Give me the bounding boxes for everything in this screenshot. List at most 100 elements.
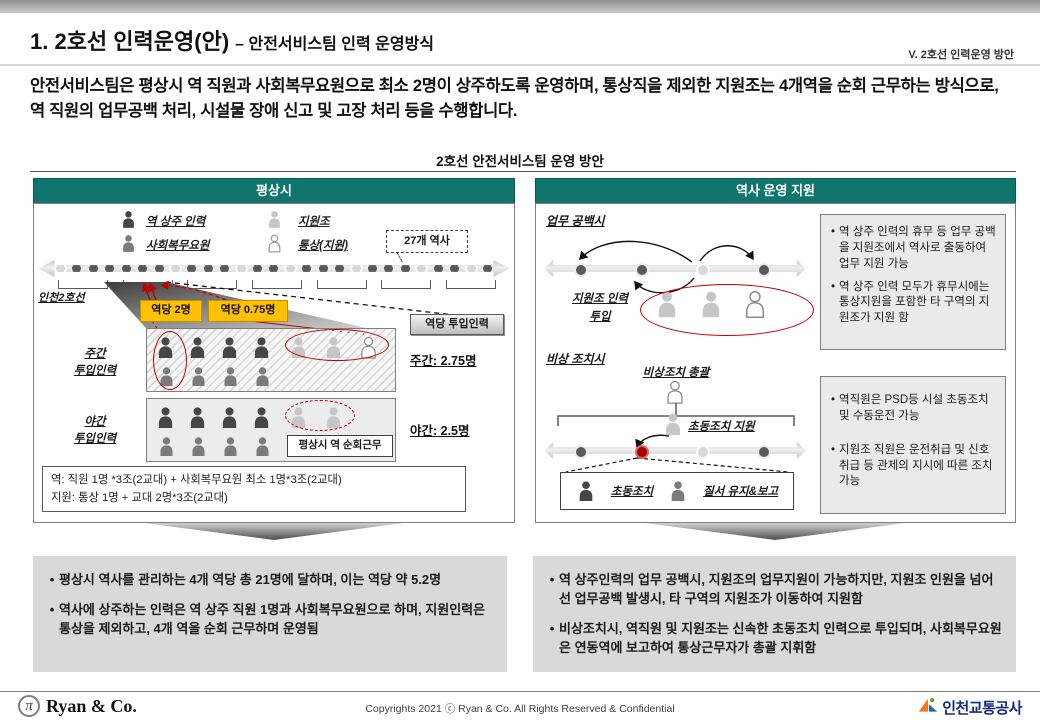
response-roles-box: 초동조치 질서 유지&보고 bbox=[560, 472, 794, 510]
station-dot bbox=[70, 262, 84, 275]
bullet: • bbox=[49, 572, 55, 587]
night-social-icons bbox=[157, 436, 272, 457]
station-dot bbox=[696, 445, 710, 459]
station-group-bracket bbox=[187, 280, 238, 289]
person-icon bbox=[224, 437, 237, 456]
person-gray-icon bbox=[120, 234, 137, 253]
person-icon bbox=[190, 407, 205, 428]
station-dot bbox=[635, 263, 649, 277]
station-dot bbox=[448, 262, 462, 275]
station-dot bbox=[349, 262, 363, 275]
station-dot bbox=[382, 262, 396, 275]
day-label-line1: 주간 bbox=[84, 348, 106, 360]
page-title: 1. 2호선 인력운영(안) – 안전서비스팀 인력 운영방식 bbox=[30, 24, 770, 56]
company-name: Ryan & Co. bbox=[46, 695, 137, 716]
per-station-chip: 역당 투입인력 bbox=[410, 314, 504, 335]
station-dot bbox=[757, 263, 771, 277]
copyright-text: Copyrights 2021 ⓒ Ryan & Co. All Rights … bbox=[365, 703, 675, 715]
station-dot bbox=[635, 445, 649, 459]
first-response-icon bbox=[576, 480, 596, 502]
gap-support-ellipse bbox=[640, 284, 814, 336]
night-resident-icons bbox=[155, 406, 272, 429]
station-group-brackets bbox=[58, 280, 496, 289]
emergency-note-text: 지원조 직원은 운전취급 및 신호취급 등 관제의 지시에 따른 조치 가능 bbox=[839, 443, 993, 488]
emergency-dots bbox=[574, 445, 771, 459]
bullet: • bbox=[830, 394, 836, 406]
person-icon bbox=[123, 235, 134, 252]
station-dot bbox=[251, 262, 265, 275]
person-icon bbox=[671, 481, 685, 501]
station-count-callout: 27개 역사 bbox=[386, 230, 468, 253]
pi-logo-icon: π bbox=[18, 695, 40, 717]
incheon-logo-icon bbox=[919, 697, 938, 712]
support-summary-box: • 역 상주인력의 업무 공백시, 지원조의 업무지원이 가능하지만, 지원조 인… bbox=[533, 556, 1016, 672]
bullet: • bbox=[830, 280, 836, 293]
formula-line-2: 지원: 통상 1명 + 교대 2명*3조(2교대) bbox=[51, 491, 228, 504]
legend-resident-staff: 역 상주 인력 bbox=[146, 216, 206, 228]
night-total: 야간: 2.5명 bbox=[410, 424, 470, 438]
bullet: • bbox=[830, 443, 836, 456]
page-title-sub: – 안전서비스팀 인력 운영방식 bbox=[235, 36, 435, 53]
summary-text: 비상조치시, 역직원 및 지원조는 신속한 초동조치 인력으로 투입되며, 사회… bbox=[559, 620, 1002, 655]
station-dot bbox=[464, 262, 478, 275]
support-panel-body: 업무 공백시 지원조 인력 투입 • 역 상주 인력의 휴무 등 업무 공백을 지… bbox=[535, 203, 1016, 523]
station-dot bbox=[431, 262, 445, 275]
gap-note: • 역 상주 인력 모두가 휴무시에는 통상지원을 포함한 타 구역의 지원조가 … bbox=[827, 280, 997, 328]
agency-name: 인천교통공사 bbox=[942, 699, 1022, 717]
station-dot bbox=[300, 262, 314, 275]
footer-divider bbox=[0, 691, 1040, 692]
station-dot bbox=[574, 445, 588, 459]
person-icon bbox=[192, 437, 205, 456]
summary-text: 역사에 상주하는 인력은 역 상주 직원 1명과 사회복무요원으로 하며, 지원… bbox=[59, 601, 486, 636]
normal-panel-body: 역 상주 인력 사회복무요원 지원조 통상(지원) 27개 역사 인천2호선 bbox=[33, 203, 515, 523]
night-staff-box: 평상시 역 순회근무 bbox=[146, 398, 396, 462]
person-icon bbox=[192, 367, 205, 386]
station-dot bbox=[757, 445, 771, 459]
person-icon bbox=[222, 337, 237, 358]
per-station-075-badge: 역당 0.75명 bbox=[208, 300, 288, 322]
per-station-2-badge: 역당 2명 bbox=[140, 300, 202, 322]
summary-bullet: • 평상시 역사를 관리하는 4개 역당 총 21명에 달하며, 이는 역당 약 … bbox=[45, 571, 493, 590]
incheon-transit-logo: 인천교통공사 bbox=[913, 694, 1026, 720]
emergency-note: • 역직원은 PSD등 시설 초동조치 및 수동운전 가능 bbox=[827, 393, 997, 425]
gap-note-text: 역 상주 인력의 휴무 등 업무 공백을 지원조에서 역사로 출동하여 업무 지… bbox=[839, 226, 996, 270]
summary-text: 평상시 역사를 관리하는 4개 역당 총 21명에 달하며, 이는 역당 약 5… bbox=[59, 572, 442, 587]
station-dot bbox=[696, 263, 710, 277]
normal-panel-header: 평상시 bbox=[33, 178, 515, 204]
station-dot bbox=[574, 263, 588, 277]
person-icon bbox=[256, 437, 269, 456]
emergency-lead-icon bbox=[664, 380, 686, 404]
gap-section-title: 업무 공백시 bbox=[546, 214, 605, 228]
station-dot bbox=[366, 262, 380, 275]
person-icon bbox=[579, 481, 593, 501]
station-group-bracket bbox=[122, 280, 173, 289]
top-strip bbox=[0, 0, 1040, 13]
person-icon bbox=[269, 211, 280, 228]
emergency-note-text: 역직원은 PSD등 시설 초동조치 및 수동운전 가능 bbox=[839, 394, 989, 422]
gap-deploy-line2: 투입 bbox=[589, 311, 611, 324]
station-dot bbox=[234, 262, 248, 275]
staffing-formula-box: 역: 직원 1명 *3조(2교대) + 사회복무요원 최소 1명*3조(2교대)… bbox=[42, 466, 466, 512]
station-group-bracket bbox=[381, 280, 432, 289]
station-dot bbox=[398, 262, 412, 275]
emergency-notes-box: • 역직원은 PSD등 시설 초동조치 및 수동운전 가능 • 지원조 직원은 운전… bbox=[820, 376, 1006, 514]
legend-normal-support: 통상(지원) bbox=[298, 240, 348, 252]
formula-line-1: 역: 직원 1명 *3조(2교대) + 사회복무요원 최소 1명*3조(2교대) bbox=[51, 474, 342, 486]
subway-line-band bbox=[38, 260, 510, 277]
station-dot bbox=[480, 262, 494, 275]
station-group-bracket bbox=[445, 280, 496, 289]
gap-deploy-label: 지원조 인력 투입 bbox=[550, 290, 650, 327]
emergency-note: • 지원조 직원은 운전취급 및 신호취급 등 관제의 지시에 따른 조치 가능 bbox=[827, 443, 997, 491]
person-icon bbox=[268, 234, 281, 253]
person-icon bbox=[123, 211, 134, 228]
station-group-bracket bbox=[251, 280, 302, 289]
station-dot bbox=[152, 262, 166, 275]
station-dot bbox=[201, 262, 215, 275]
station-dot bbox=[283, 262, 297, 275]
person-icon bbox=[256, 367, 269, 386]
diagram-divider bbox=[30, 171, 1016, 172]
legend-social-service: 사회복무요원 bbox=[146, 240, 210, 252]
person-icon bbox=[666, 413, 680, 436]
first-response-support-icon bbox=[662, 412, 684, 436]
